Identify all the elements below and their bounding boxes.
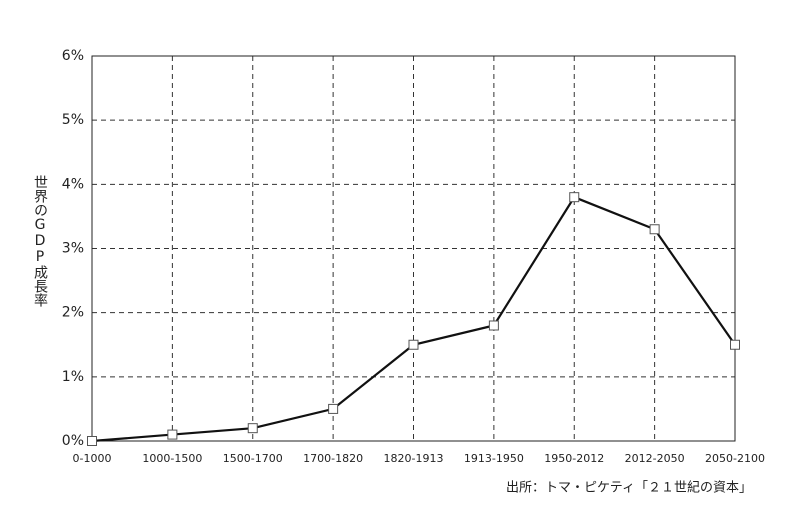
point-marker <box>649 224 660 235</box>
source-note: 出所：トマ・ピケティ「２１世紀の資本」 <box>506 481 752 496</box>
x-tick-label: 1950-2012 <box>544 452 604 465</box>
point-marker <box>730 339 740 350</box>
point-marker <box>247 423 258 434</box>
x-tick-label: 1820-1913 <box>384 452 444 465</box>
x-tick-label: 1500-1700 <box>223 452 283 465</box>
x-tick-label: 1000-1500 <box>142 452 202 465</box>
point-marker <box>167 429 178 440</box>
y-tick-label: 4% <box>62 176 84 192</box>
point-marker <box>569 192 580 203</box>
y-tick-label: 6% <box>62 48 84 64</box>
y-tick-label: 3% <box>62 241 84 257</box>
y-tick-label: 2% <box>62 305 84 321</box>
x-tick-label: 0-1000 <box>73 452 112 465</box>
point-marker <box>408 339 419 350</box>
y-tick-label: 0% <box>62 433 84 449</box>
point-marker <box>328 403 339 414</box>
x-tick-label: 2012-2050 <box>625 452 685 465</box>
x-tick-label: 1913-1950 <box>464 452 524 465</box>
y-axis-label: 世界のGDP成長率 <box>32 175 48 307</box>
point-marker <box>488 320 499 331</box>
x-tick-label: 2050-2100 <box>705 452 765 465</box>
x-tick-label: 1700-1820 <box>303 452 363 465</box>
y-tick-label: 5% <box>62 112 84 128</box>
y-tick-label: 1% <box>62 369 84 385</box>
point-marker <box>87 436 97 446</box>
plot-frame <box>91 55 736 442</box>
